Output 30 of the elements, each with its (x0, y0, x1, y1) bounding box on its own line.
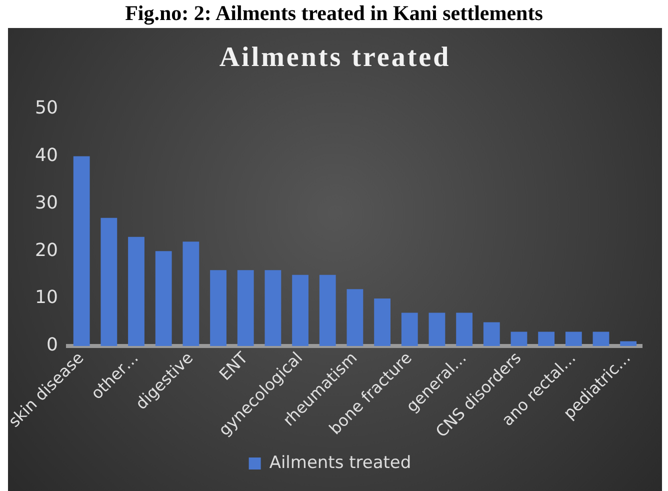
bar (319, 274, 336, 346)
bar (292, 274, 308, 346)
y-tick-label: 0 (46, 334, 58, 356)
legend-label: Ailments treated (269, 452, 412, 473)
bar (100, 218, 118, 346)
bar (73, 156, 90, 346)
bar (182, 242, 200, 346)
bar (565, 332, 582, 346)
bar (401, 312, 418, 346)
bar (374, 298, 390, 346)
bar (210, 270, 226, 346)
bar (592, 332, 610, 346)
bar (483, 322, 500, 346)
bar (346, 289, 364, 346)
y-tick-label: 40 (35, 144, 58, 166)
y-tick-label: 30 (35, 192, 58, 214)
bar (237, 270, 254, 346)
y-tick-label: 10 (35, 287, 58, 308)
y-tick-label: 20 (35, 240, 58, 261)
bar (155, 251, 172, 346)
chart-title: Ailments treated (218, 42, 452, 74)
y-tick-label: 50 (35, 97, 58, 118)
bar (510, 332, 528, 346)
bar (128, 236, 144, 346)
bar (456, 312, 473, 346)
bar (620, 341, 637, 346)
bar (538, 332, 555, 346)
bar (264, 270, 282, 346)
bar (428, 312, 446, 346)
text: Fig.no: 2: Ailments treated in Kani settlements (124, 0, 544, 26)
